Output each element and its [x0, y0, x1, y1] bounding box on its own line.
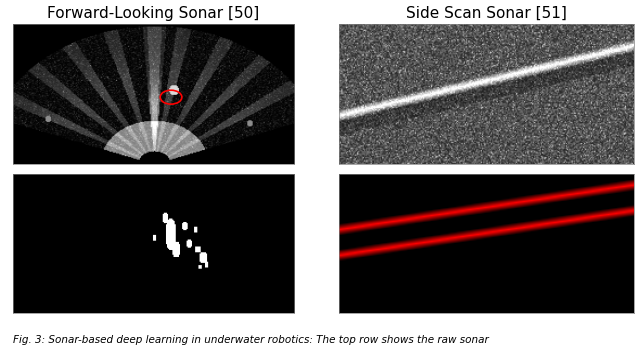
Text: Forward-Looking Sonar [50]: Forward-Looking Sonar [50] — [47, 6, 260, 21]
Text: Side Scan Sonar [51]: Side Scan Sonar [51] — [406, 6, 567, 21]
Text: Fig. 3: Sonar-based deep learning in underwater robotics: The top row shows the : Fig. 3: Sonar-based deep learning in und… — [13, 334, 488, 345]
